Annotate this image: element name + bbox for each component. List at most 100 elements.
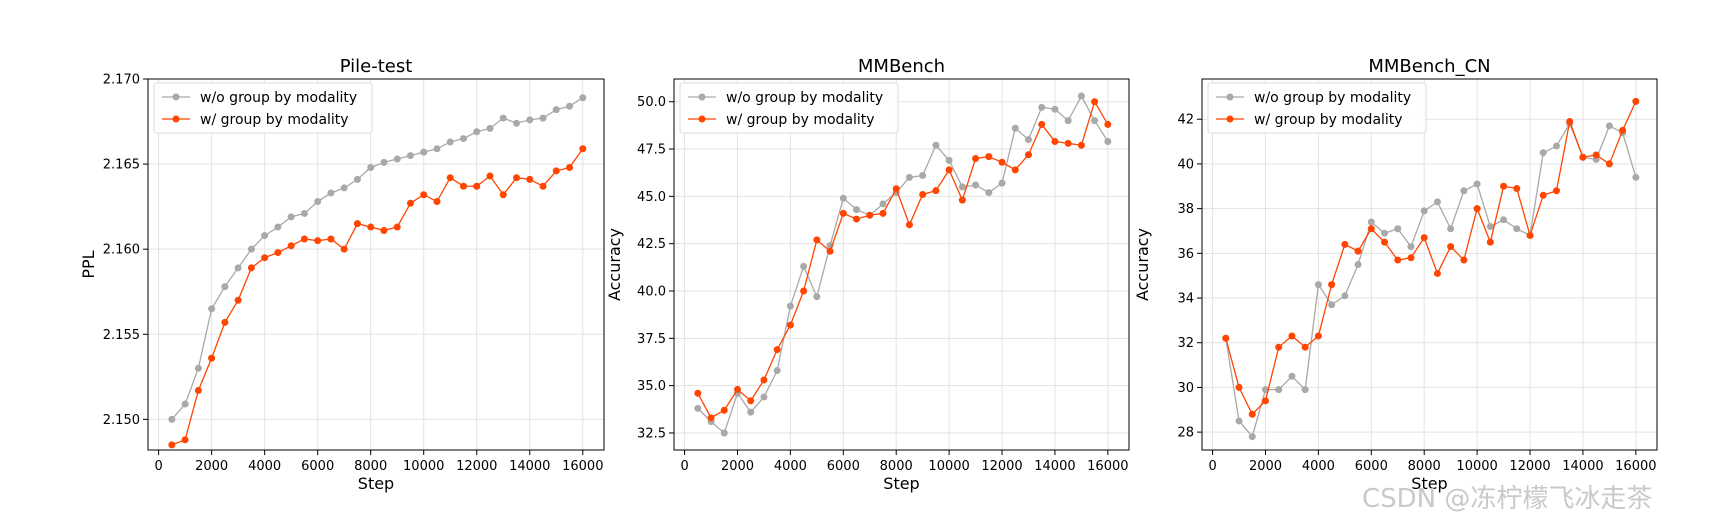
data-point bbox=[747, 408, 755, 416]
x-tick-label: 4000 bbox=[248, 459, 281, 474]
data-point bbox=[406, 152, 414, 160]
data-point bbox=[1275, 386, 1283, 394]
data-point bbox=[420, 191, 428, 199]
watermark-text: CSDN @冻柠檬飞冰走茶 bbox=[1362, 484, 1653, 514]
data-point bbox=[181, 436, 189, 444]
data-point bbox=[393, 223, 401, 231]
legend-label: w/o group by modality bbox=[200, 90, 357, 106]
data-point bbox=[932, 187, 940, 195]
series-line-2 bbox=[171, 148, 584, 446]
data-point bbox=[932, 141, 940, 149]
data-point bbox=[1619, 126, 1627, 134]
data-point bbox=[1500, 216, 1508, 224]
data-point bbox=[221, 318, 229, 326]
data-point bbox=[526, 116, 534, 124]
data-point bbox=[340, 184, 348, 192]
x-tick-label: 16000 bbox=[1087, 459, 1128, 474]
data-point bbox=[499, 191, 507, 199]
data-point bbox=[194, 364, 202, 372]
x-tick-label: 10000 bbox=[928, 459, 969, 474]
x-tick-label: 0 bbox=[1208, 459, 1216, 474]
data-point bbox=[433, 145, 441, 153]
data-point bbox=[168, 415, 176, 423]
chart-panel-2: 0 2000 4000 6000 8000 10000 12000 14000 16000 32.… bbox=[605, 56, 1130, 493]
data-point bbox=[473, 182, 481, 190]
legend-label: w/o group by modality bbox=[1254, 90, 1411, 106]
legend-label: w/ group by modality bbox=[726, 112, 875, 128]
data-point bbox=[300, 209, 308, 217]
data-point bbox=[1091, 117, 1099, 125]
data-point bbox=[287, 213, 295, 221]
data-point bbox=[1539, 191, 1547, 199]
y-tick-label: 47.5 bbox=[637, 143, 666, 158]
data-point bbox=[919, 190, 927, 198]
data-point bbox=[208, 305, 216, 313]
chart-title: Pile-test bbox=[340, 56, 413, 77]
data-point bbox=[1064, 117, 1072, 125]
data-point bbox=[905, 221, 913, 229]
data-point bbox=[446, 138, 454, 146]
data-point bbox=[433, 198, 441, 206]
y-tick-label: 2.170 bbox=[103, 73, 140, 88]
data-point bbox=[1011, 166, 1019, 174]
data-point bbox=[247, 245, 255, 253]
data-point bbox=[380, 226, 388, 234]
x-tick-label: 6000 bbox=[301, 459, 334, 474]
data-point bbox=[340, 245, 348, 253]
data-point bbox=[1248, 433, 1256, 441]
data-point bbox=[1235, 417, 1243, 425]
data-point bbox=[367, 163, 375, 171]
data-point bbox=[1486, 223, 1494, 231]
data-point bbox=[513, 174, 521, 182]
data-point bbox=[1579, 153, 1587, 161]
data-point bbox=[1314, 332, 1322, 340]
data-point bbox=[1447, 225, 1455, 233]
data-point bbox=[1367, 218, 1375, 226]
data-point bbox=[1248, 410, 1256, 418]
data-point bbox=[985, 153, 993, 161]
data-point bbox=[1552, 142, 1560, 150]
x-axis-label: Step bbox=[358, 474, 394, 493]
data-point bbox=[446, 174, 454, 182]
data-point bbox=[1473, 180, 1481, 188]
data-point bbox=[1539, 149, 1547, 157]
data-point bbox=[1632, 97, 1640, 105]
x-tick-label: 0 bbox=[680, 459, 688, 474]
data-point bbox=[1064, 139, 1072, 147]
data-point bbox=[181, 400, 189, 408]
data-point bbox=[747, 397, 755, 405]
data-point bbox=[1038, 120, 1046, 128]
data-point bbox=[1051, 105, 1059, 113]
data-point bbox=[945, 156, 953, 164]
x-tick-label: 10000 bbox=[1456, 459, 1497, 474]
y-tick-label: 42.5 bbox=[637, 237, 666, 252]
x-tick-label: 14000 bbox=[1034, 459, 1075, 474]
data-point bbox=[866, 211, 874, 219]
data-point bbox=[526, 175, 534, 183]
y-tick-label: 40.0 bbox=[637, 285, 666, 300]
plot-frame bbox=[673, 78, 1130, 451]
y-tick-label: 2.150 bbox=[103, 413, 140, 428]
data-point bbox=[1328, 301, 1336, 309]
y-axis-label: PPL bbox=[79, 250, 98, 278]
y-tick-label: 34 bbox=[1177, 292, 1194, 307]
data-point bbox=[459, 135, 467, 143]
x-tick-label: 12000 bbox=[1509, 459, 1550, 474]
chart-panel-1: 0 2000 4000 6000 8000 10000 12000 14000 16000 2.1… bbox=[79, 56, 605, 493]
data-point bbox=[1566, 117, 1574, 125]
data-point bbox=[879, 209, 887, 217]
data-point bbox=[367, 223, 375, 231]
chart-panel-3: 0 2000 4000 6000 8000 10000 12000 14000 16000 28 3… bbox=[1133, 56, 1658, 493]
data-point bbox=[287, 242, 295, 250]
data-point bbox=[566, 102, 574, 110]
y-tick-label: 37.5 bbox=[637, 332, 666, 347]
y-tick-label: 50.0 bbox=[637, 95, 666, 110]
data-point bbox=[786, 321, 794, 329]
y-tick-label: 45.0 bbox=[637, 190, 666, 205]
legend-marker bbox=[1226, 115, 1234, 123]
data-point bbox=[1301, 386, 1309, 394]
data-point bbox=[839, 194, 847, 202]
data-point bbox=[579, 145, 587, 153]
data-point bbox=[760, 393, 768, 401]
